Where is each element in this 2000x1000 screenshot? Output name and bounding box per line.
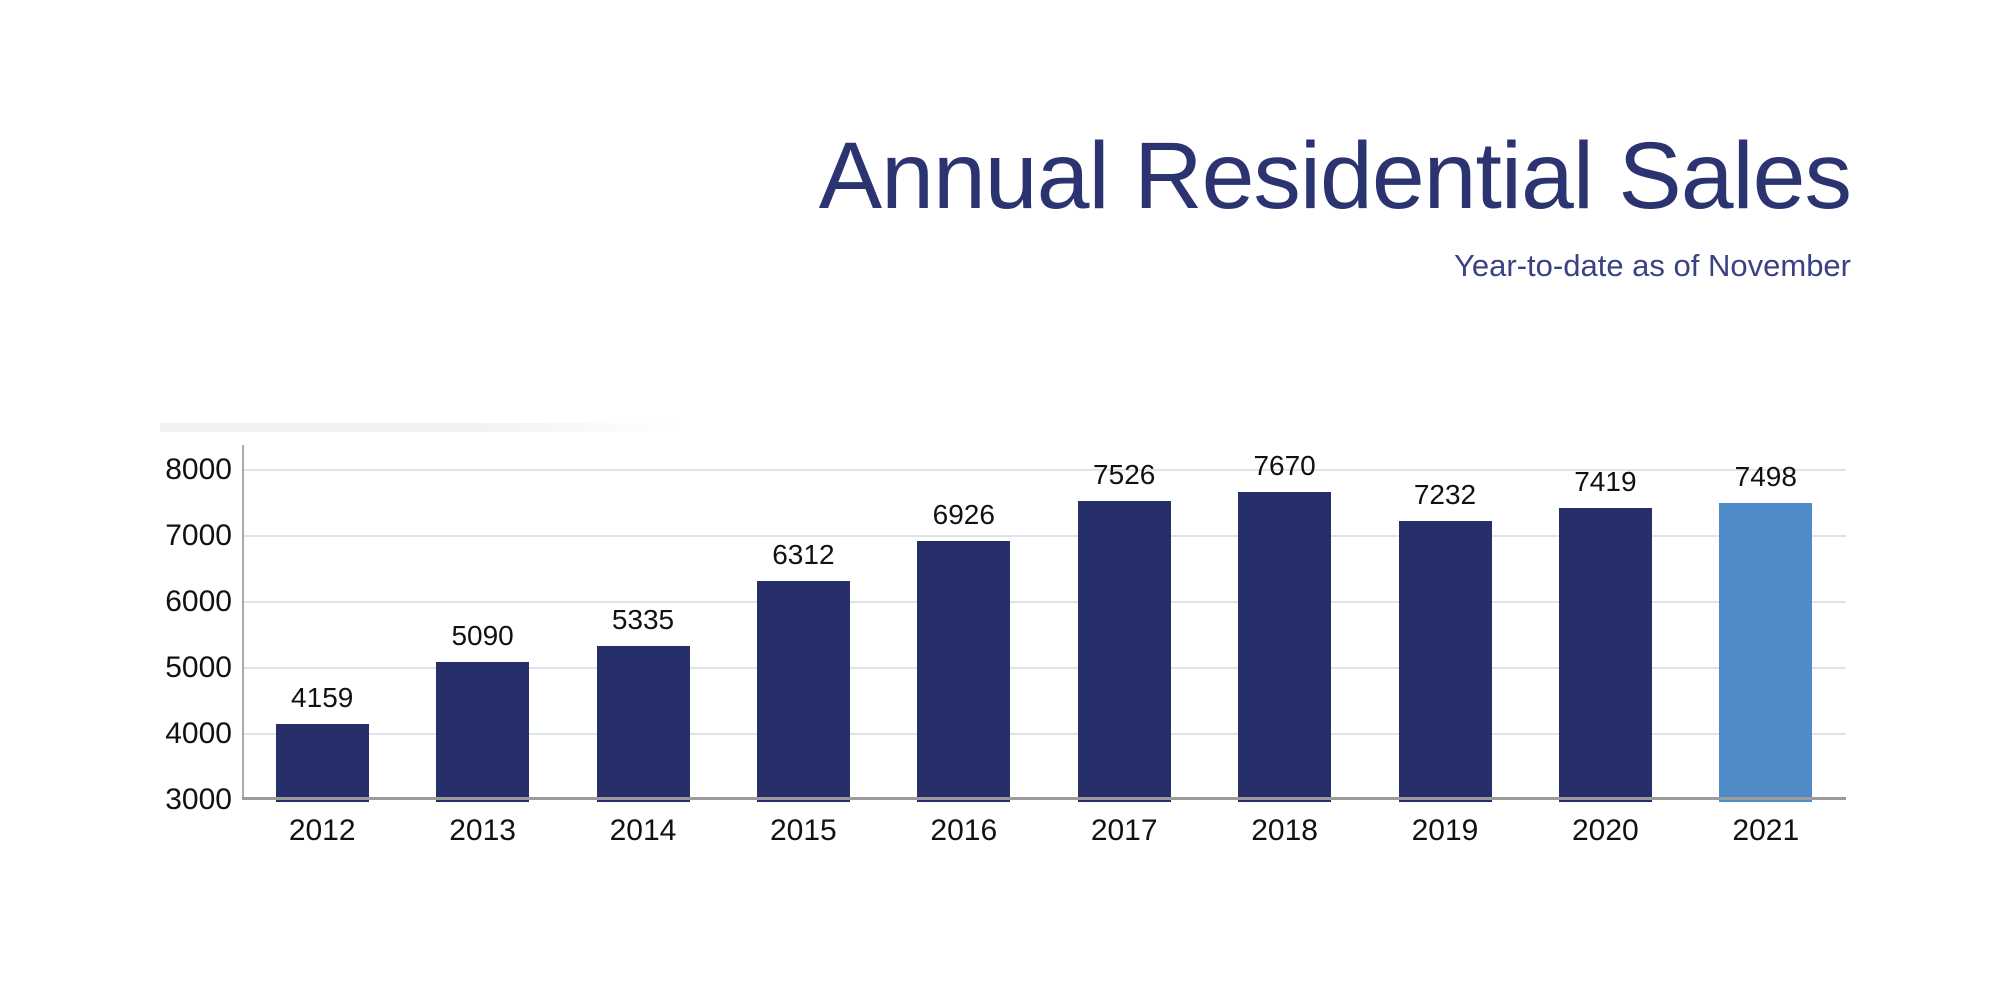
chart-title: Annual Residential Sales — [818, 123, 1852, 229]
y-tick-3000: 3000 — [165, 783, 232, 816]
gridline-6000 — [242, 601, 1846, 603]
bar-value-2019: 7232 — [1413, 478, 1477, 510]
chart-subtitle: Year-to-date as of November — [1454, 248, 1851, 283]
y-tick-6000: 6000 — [165, 585, 232, 618]
bar-value-2021: 7498 — [1734, 461, 1797, 493]
y-axis-labels: 8000 7000 6000 5000 4000 3000 — [120, 440, 232, 816]
x-tick-2017: 2017 — [1090, 814, 1158, 847]
x-axis-labels: 2012 2013 2014 2015 2016 2017 2018 2019 2020 2021 — [242, 814, 1846, 854]
x-tick-2015: 2015 — [770, 814, 837, 847]
bar-value-2018: 7670 — [1253, 449, 1316, 481]
y-axis-line — [242, 445, 244, 800]
bar-2012 — [275, 723, 369, 802]
gridline-7000 — [242, 535, 1846, 537]
bar-value-2014: 5335 — [611, 603, 675, 635]
bar-value-2013: 5090 — [451, 620, 514, 652]
bar-2014 — [596, 645, 690, 802]
bar-value-2012: 4159 — [291, 681, 354, 713]
bar-2015 — [756, 581, 850, 802]
bar-2016 — [917, 540, 1011, 802]
gridline-8000 — [242, 469, 1846, 471]
x-tick-2016: 2016 — [930, 814, 998, 847]
bar-2017 — [1077, 501, 1171, 802]
x-tick-2019: 2019 — [1411, 814, 1479, 847]
bar-2018 — [1238, 491, 1332, 802]
gridline-4000 — [242, 733, 1846, 735]
y-tick-8000: 8000 — [165, 453, 232, 486]
background-smudge — [160, 423, 680, 432]
bar-value-2017: 7526 — [1093, 459, 1156, 491]
y-tick-4000: 4000 — [165, 717, 232, 750]
gridline-5000 — [242, 667, 1846, 669]
x-tick-2020: 2020 — [1572, 814, 1639, 847]
bar-value-2016: 6926 — [932, 498, 995, 530]
bar-2013 — [436, 662, 530, 802]
x-axis-line — [242, 797, 1846, 800]
x-tick-2018: 2018 — [1251, 814, 1318, 847]
plot-area: 4159 5090 5335 6312 6926 7526 7670 7232 7419 7498 — [242, 440, 1846, 802]
y-tick-7000: 7000 — [165, 519, 232, 552]
x-tick-2014: 2014 — [609, 814, 677, 847]
y-tick-5000: 5000 — [165, 651, 232, 684]
bar-2021 — [1719, 503, 1813, 802]
x-tick-2021: 2021 — [1732, 814, 1800, 847]
bar-2020 — [1558, 508, 1652, 802]
bar-2019 — [1398, 520, 1492, 802]
x-tick-2013: 2013 — [449, 814, 516, 847]
bar-value-2015: 6312 — [772, 539, 835, 571]
x-tick-2012: 2012 — [288, 814, 356, 847]
bar-value-2020: 7419 — [1574, 466, 1637, 498]
